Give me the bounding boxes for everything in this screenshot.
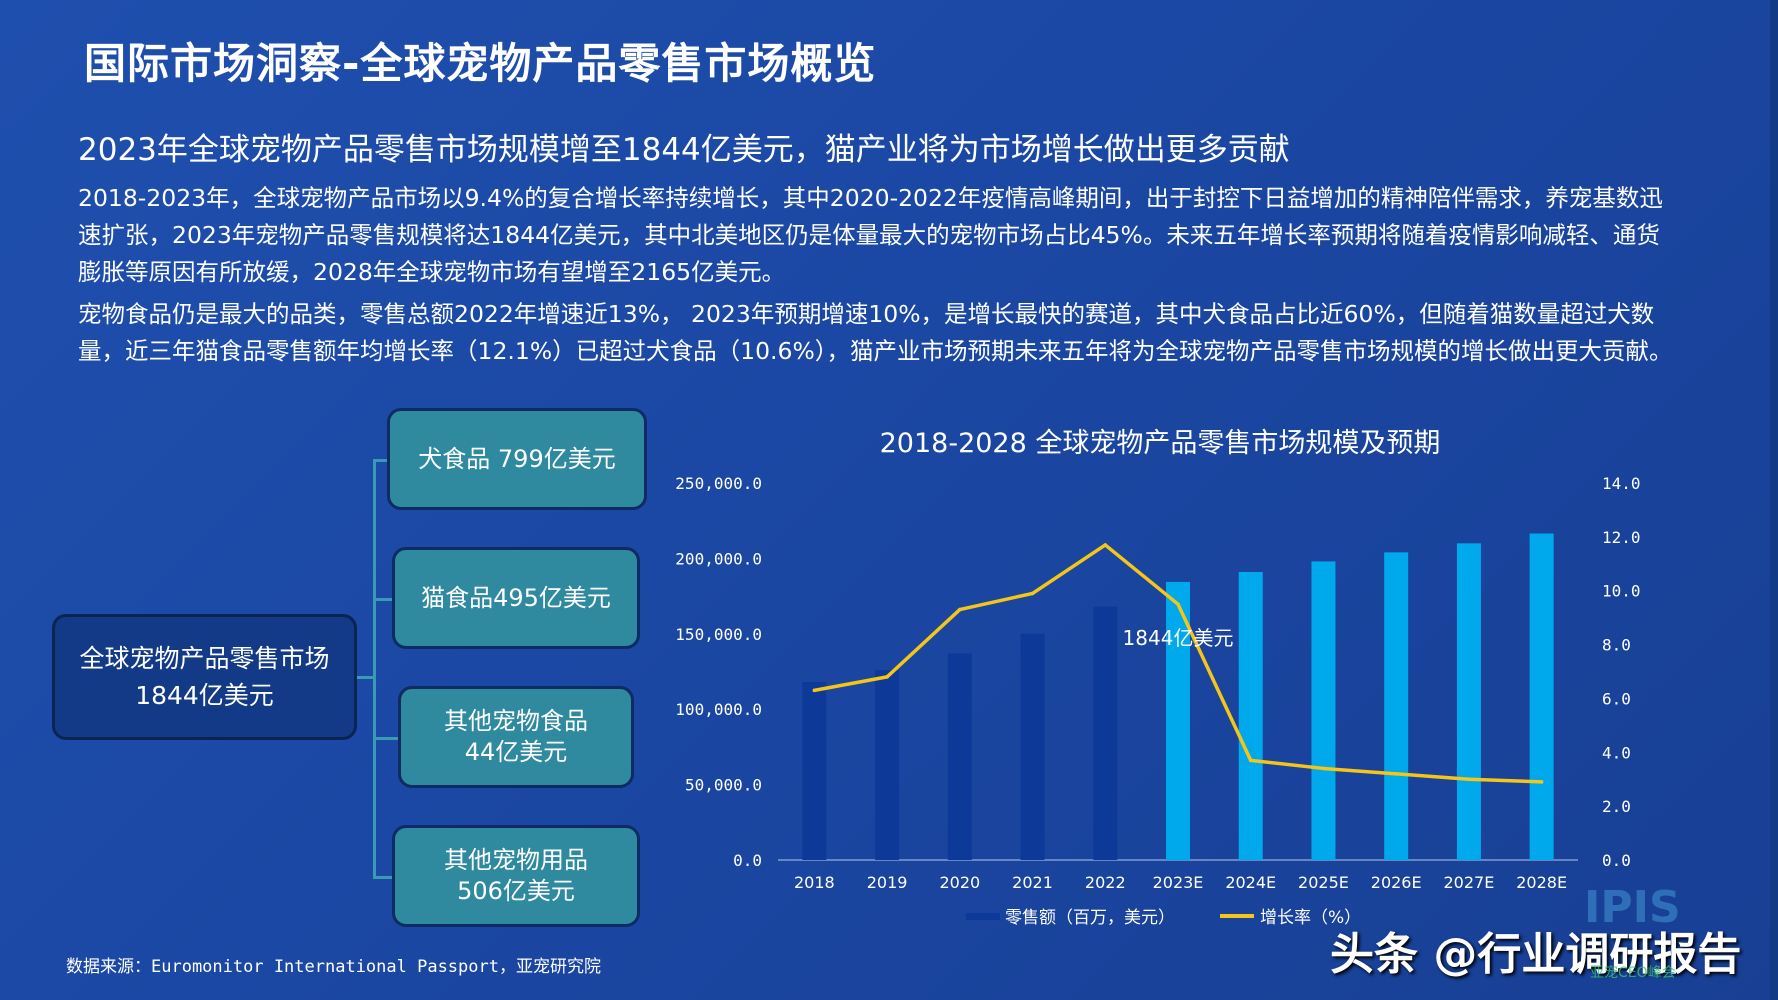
tree-connector-branch <box>373 598 395 601</box>
y-left-tick-label: 0.0 <box>733 851 762 870</box>
chart-annotation: 1844亿美元 <box>1123 626 1234 650</box>
tree-connector-branch <box>373 459 391 462</box>
tree-root-label: 全球宠物产品零售市场 <box>79 644 330 673</box>
bar-retail-sales <box>802 682 827 860</box>
tree-connector-branch <box>373 876 395 879</box>
tree-node-dog-food: 犬食品 799亿美元 <box>387 408 647 510</box>
x-tick-label: 2021 <box>1012 873 1053 892</box>
bar-retail-sales <box>947 653 972 860</box>
bar-retail-sales <box>1311 561 1336 860</box>
y-right-tick-label: 2.0 <box>1602 797 1631 816</box>
tree-node-other-supplies: 其他宠物用品 506亿美元 <box>392 825 640 927</box>
x-tick-label: 2020 <box>939 873 980 892</box>
bar-retail-sales <box>1093 606 1118 860</box>
watermark-caption: 亚宠CEO峰会 <box>1590 965 1676 981</box>
bar-retail-sales <box>1529 533 1554 860</box>
paragraph-market-growth: 2018-2023年，全球宠物产品市场以9.4%的复合增长率持续增长，其中202… <box>78 184 1663 286</box>
y-right-tick-label: 10.0 <box>1602 582 1641 601</box>
tree-node-label: 猫食品495亿美元 <box>421 583 611 612</box>
y-right-tick-label: 14.0 <box>1602 474 1641 493</box>
bar-retail-sales <box>1166 581 1190 860</box>
edge-strip <box>1770 0 1778 1000</box>
x-tick-label: 2028E <box>1516 873 1567 892</box>
growth-rate-point <box>1030 591 1035 596</box>
y-left-tick-label: 250,000.0 <box>675 474 762 493</box>
chart-title: 2018-2028 全球宠物产品零售市场规模及预期 <box>880 428 1441 459</box>
y-right-tick-label: 8.0 <box>1602 636 1631 655</box>
tree-node-other-food: 其他宠物食品 44亿美元 <box>398 686 634 788</box>
growth-rate-point <box>1539 780 1544 784</box>
headline: 2023年全球宠物产品零售市场规模增至1844亿美元，猫产业将为市场增长做出更多… <box>78 132 1290 168</box>
x-tick-label: 2025E <box>1298 873 1349 892</box>
x-tick-label: 2019 <box>867 873 908 892</box>
y-right-tick-label: 0.0 <box>1602 851 1631 870</box>
watermark-text: 头条 @行业调研报告 <box>1330 929 1742 980</box>
bar-retail-sales <box>1384 552 1409 860</box>
tree-node-label: 犬食品 799亿美元 <box>418 444 616 473</box>
y-left-tick-label: 50,000.0 <box>685 776 762 795</box>
watermark-logo: IPIS <box>1584 882 1681 933</box>
x-tick-label: 2023E <box>1153 873 1204 892</box>
tree-node-label: 其他宠物食品 <box>444 707 588 735</box>
paragraph-food-category: 宠物食品仍是最大的品类，零售总额2022年增速近13%， 2023年预期增速10… <box>78 300 1673 365</box>
legend-label-bar: 零售额（百万，美元） <box>1005 908 1175 928</box>
y-left-tick-label: 150,000.0 <box>675 625 762 644</box>
growth-rate-point <box>1176 602 1180 606</box>
growth-rate-point <box>885 675 889 679</box>
tree-root-value: 1844亿美元 <box>135 681 274 710</box>
tree-connector-trunk <box>373 460 376 878</box>
tree-node-label: 其他宠物用品 <box>444 846 588 874</box>
y-right-tick-label: 12.0 <box>1602 528 1641 547</box>
tree-node-cat-food: 猫食品495亿美元 <box>392 547 640 649</box>
growth-rate-point <box>1103 543 1108 547</box>
y-right-tick-label: 6.0 <box>1602 689 1631 708</box>
growth-rate-point <box>1321 766 1326 771</box>
growth-rate-point <box>1394 772 1398 776</box>
data-source: 数据来源：Euromonitor International Passport，… <box>66 957 601 977</box>
tree-connector-branch <box>373 737 401 740</box>
growth-rate-point <box>1248 758 1253 763</box>
x-tick-label: 2022 <box>1085 873 1126 892</box>
y-left-tick-label: 100,000.0 <box>675 700 762 719</box>
growth-rate-point <box>958 607 962 612</box>
bar-retail-sales <box>875 669 900 860</box>
x-tick-label: 2027E <box>1443 873 1494 892</box>
bar-retail-sales <box>1456 543 1481 860</box>
y-left-tick-label: 200,000.0 <box>675 549 762 568</box>
legend-swatch-bar <box>966 913 1000 920</box>
x-tick-label: 2024E <box>1225 873 1276 892</box>
x-tick-label: 2018 <box>794 873 835 892</box>
page-title: 国际市场洞察-全球宠物产品零售市场概览 <box>84 39 877 88</box>
x-tick-label: 2026E <box>1371 873 1422 892</box>
tree-node-value: 44亿美元 <box>464 738 568 766</box>
bar-retail-sales <box>1238 571 1263 860</box>
tree-connector-stub <box>356 676 374 679</box>
legend-label-line: 增长率（%） <box>1260 908 1361 928</box>
tree-node-value: 506亿美元 <box>457 877 575 905</box>
growth-rate-point <box>812 688 817 693</box>
tree-root-node: 全球宠物产品零售市场 1844亿美元 <box>52 614 357 740</box>
growth-rate-point <box>1467 777 1471 782</box>
bar-retail-sales <box>1020 633 1045 860</box>
y-right-tick-label: 4.0 <box>1602 743 1631 762</box>
